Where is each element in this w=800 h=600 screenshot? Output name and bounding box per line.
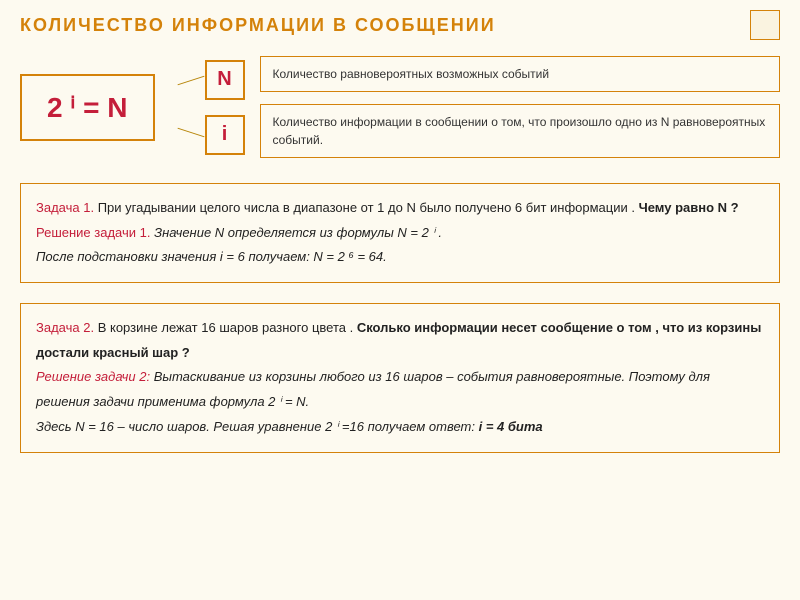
task1-solution-p1: Значение N определяется из формулы N = 2… (154, 225, 442, 240)
task1-label: Задача 1. (36, 200, 94, 215)
task2-answer: i = 4 бита (479, 419, 543, 434)
page-title: КОЛИЧЕСТВО ИНФОРМАЦИИ В СООБЩЕНИИ (20, 15, 780, 36)
variables-column: N i (205, 60, 245, 155)
connector-lines (185, 60, 205, 155)
task1-solution-p2: После подстановки значения i = 6 получае… (36, 245, 764, 270)
task1-box: Задача 1. При угадывании целого числа в … (20, 183, 780, 283)
def-N: Количество равновероятных возможных собы… (260, 56, 781, 92)
task2-text: В корзине лежат 16 шаров разного цвета . (98, 320, 357, 335)
task1-solution-label: Решение задачи 1. (36, 225, 150, 240)
task1-text: При угадывании целого числа в диапазоне … (98, 200, 639, 215)
task2-box: Задача 2. В корзине лежат 16 шаров разно… (20, 303, 780, 452)
task1-question: Чему равно N ? (639, 200, 739, 215)
var-N-box: N (205, 60, 245, 100)
definitions-column: Количество равновероятных возможных собы… (260, 56, 781, 158)
main-formula: 2 ⁱ = N (20, 74, 155, 141)
formula-section: 2 ⁱ = N N i Количество равновероятных во… (20, 56, 780, 158)
var-i-box: i (205, 115, 245, 155)
corner-decoration (750, 10, 780, 40)
task2-label: Задача 2. (36, 320, 94, 335)
task2-solution-label: Решение задачи 2: (36, 369, 150, 384)
task2-solution-p2: Здесь N = 16 – число шаров. Решая уравне… (36, 419, 479, 434)
def-i: Количество информации в сообщении о том,… (260, 104, 781, 158)
